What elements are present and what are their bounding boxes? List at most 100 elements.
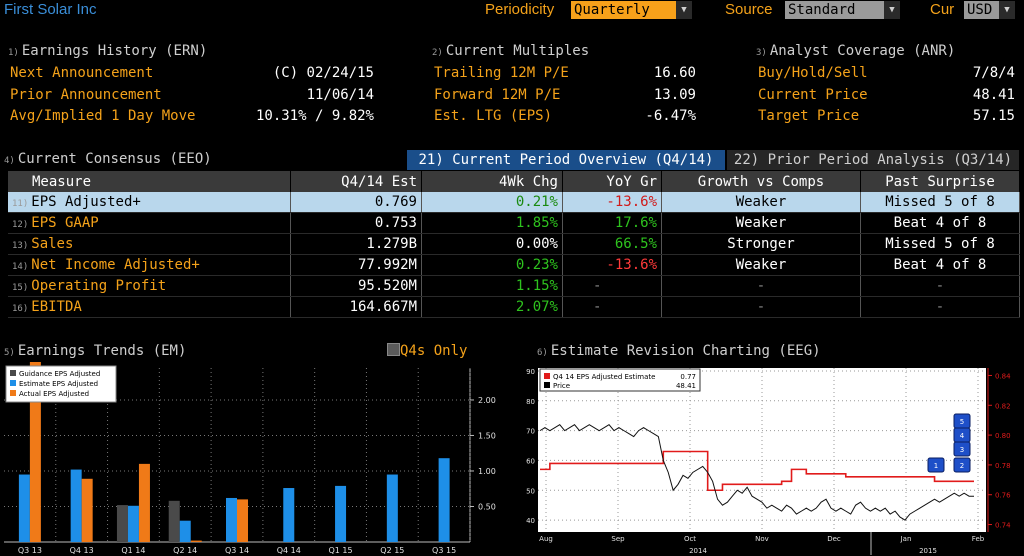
- bar-actual-eps-adjusted: [190, 540, 202, 542]
- consensus-header-row: Measure Q4/14 Est 4Wk Chg YoY Gr Growth …: [8, 171, 1020, 192]
- legend-value: 48.41: [676, 382, 696, 390]
- table-row[interactable]: 16) EBITDA 164.667M 2.07% - - -: [8, 296, 1020, 318]
- bar-estimate-eps-adjusted: [226, 497, 237, 542]
- earnings-history-title[interactable]: 1) Earnings History (ERN): [8, 43, 208, 59]
- periodicity-value: Quarterly: [574, 2, 650, 18]
- measure-label: Operating Profit: [31, 278, 167, 294]
- bar-actual-eps-adjusted: [237, 499, 248, 542]
- prior-announcement-label: Prior Announcement: [10, 87, 162, 103]
- estimate-revision-title[interactable]: 6) Estimate Revision Charting (EEG): [537, 343, 821, 359]
- x-tick-label: Aug: [539, 535, 553, 543]
- event-marker: 5: [953, 413, 971, 429]
- table-row[interactable]: 11) EPS Adjusted+ 0.769 0.21% -13.6% Weaker Mi…: [8, 192, 1020, 213]
- measure-label: EPS Adjusted+: [31, 194, 141, 210]
- measure-cell: 14) Net Income Adjusted+: [8, 254, 291, 276]
- tab-prior-period-analysis[interactable]: 22) Prior Period Analysis (Q3/14): [727, 150, 1019, 170]
- col-past-surprise[interactable]: Past Surprise: [860, 171, 1020, 192]
- event-marker-label: 1: [934, 462, 938, 470]
- forward-pe-label: Forward 12M P/E: [434, 87, 561, 103]
- bar-estimate-eps-adjusted: [18, 474, 30, 542]
- chg-cell: 1.15%: [421, 275, 563, 297]
- row-number: 12): [12, 220, 29, 230]
- x-tick-label: Q2 15: [380, 546, 404, 555]
- left-tick-label: 60: [526, 457, 535, 465]
- x-tick-label: Q2 14: [173, 546, 197, 555]
- next-announcement-label: Next Announcement: [10, 65, 154, 81]
- surprise-cell: -: [860, 275, 1020, 297]
- right-tick-label: 0.76: [995, 492, 1011, 500]
- left-tick-label: 50: [526, 487, 535, 495]
- est-cell: 1.279B: [290, 233, 422, 255]
- right-tick-label: 0.78: [995, 462, 1011, 470]
- legend-swatch: [10, 370, 16, 376]
- comps-cell: Stronger: [661, 233, 861, 255]
- comps-cell: Weaker: [661, 254, 861, 276]
- surprise-cell: Beat 4 of 8: [860, 254, 1020, 276]
- table-row[interactable]: 14) Net Income Adjusted+ 77.992M 0.23% -13.6…: [8, 254, 1020, 276]
- periodicity-dropdown[interactable]: Quarterly ▼: [571, 1, 692, 19]
- legend-label: Price: [553, 382, 570, 390]
- legend-value: 0.77: [680, 373, 696, 381]
- right-tick-label: 0.74: [995, 522, 1011, 530]
- row-number: 14): [12, 262, 29, 272]
- legend-label: Actual EPS Adjusted: [19, 390, 89, 398]
- legend-box: [539, 368, 701, 392]
- x-year-label: 2015: [919, 547, 937, 555]
- next-announcement-value: (C) 02/24/15: [272, 65, 374, 81]
- event-marker: 3: [953, 441, 971, 457]
- earnings-trends-title[interactable]: 5) Earnings Trends (EM): [4, 343, 187, 359]
- currency-value: USD: [967, 2, 993, 18]
- legend-swatch: [10, 390, 16, 396]
- event-marker-box: [953, 457, 971, 473]
- event-marker: 2: [953, 457, 971, 473]
- bar-guidance-eps-adjusted: [116, 505, 128, 542]
- table-row[interactable]: 13) Sales 1.279B 0.00% 66.5% Stronger Missed 5…: [8, 233, 1020, 255]
- current-multiples-title[interactable]: 2) Current Multiples: [432, 43, 590, 59]
- chg-cell: 1.85%: [421, 212, 563, 234]
- col-yoy-gr[interactable]: YoY Gr: [562, 171, 662, 192]
- chevron-down-icon: ▼: [999, 1, 1015, 19]
- line-price: [539, 424, 974, 521]
- buy-hold-sell-value: 7/8/4: [972, 65, 1015, 81]
- est-cell: 0.769: [290, 192, 422, 213]
- measure-label: Net Income Adjusted+: [31, 257, 200, 273]
- analyst-coverage-title[interactable]: 3) Analyst Coverage (ANR): [756, 43, 956, 59]
- measure-cell: 11) EPS Adjusted+: [8, 192, 291, 213]
- col-growth-vs-comps[interactable]: Growth vs Comps: [661, 171, 861, 192]
- chart-legend: Guidance EPS Adjusted Estimate EPS Adjust…: [5, 365, 117, 403]
- yoy-cell: -13.6%: [562, 192, 662, 213]
- measure-cell: 13) Sales: [8, 233, 291, 255]
- left-tick-label: 90: [526, 368, 535, 376]
- source-dropdown[interactable]: Standard ▼: [785, 1, 900, 19]
- x-tick-label: Q1 14: [121, 546, 145, 555]
- est-cell: 164.667M: [290, 296, 422, 318]
- q4s-only-toggle[interactable]: Q4s Only: [387, 343, 467, 359]
- bar-estimate-eps-adjusted: [335, 485, 347, 542]
- currency-label: Cur: [930, 1, 955, 18]
- yoy-cell: -: [562, 275, 662, 297]
- x-tick-label: Q1 15: [329, 546, 353, 555]
- table-row[interactable]: 15) Operating Profit 95.520M 1.15% - - -: [8, 275, 1020, 297]
- bar-estimate-eps-adjusted: [70, 469, 82, 542]
- col-measure[interactable]: Measure: [8, 171, 291, 192]
- legend-label: Q4 14 EPS Adjusted Estimate: [553, 373, 655, 381]
- comps-cell: -: [661, 275, 861, 297]
- x-tick-label: Feb: [972, 535, 985, 543]
- measure-label: EPS GAAP: [31, 215, 99, 231]
- current-consensus-title[interactable]: 4) Current Consensus (EEO): [4, 151, 212, 167]
- row-number: 16): [12, 304, 29, 314]
- row-number: 11): [12, 199, 29, 209]
- table-row[interactable]: 12) EPS GAAP 0.753 1.85% 17.6% Weaker Beat 4 o…: [8, 212, 1020, 234]
- tab-current-period-overview[interactable]: 21) Current Period Overview (Q4/14): [407, 150, 725, 170]
- target-price-label: Target Price: [758, 108, 860, 124]
- right-tick-label: 0.80: [995, 432, 1011, 440]
- bar-estimate-eps-adjusted: [127, 505, 139, 542]
- currency-dropdown[interactable]: USD ▼: [964, 1, 1015, 19]
- col-4wk-chg[interactable]: 4Wk Chg: [421, 171, 563, 192]
- x-tick-label: Jan: [900, 535, 912, 543]
- legend-box: [5, 365, 117, 403]
- event-marker-box: [927, 457, 945, 473]
- y-tick-label: 0.50: [478, 502, 496, 511]
- col-q4-est[interactable]: Q4/14 Est: [290, 171, 422, 192]
- x-tick-label: Sep: [611, 535, 625, 543]
